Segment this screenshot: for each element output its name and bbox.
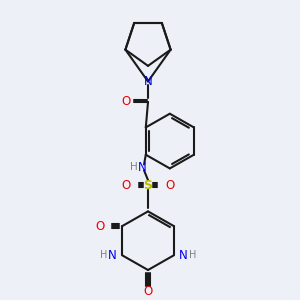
Text: H: H [130,162,138,172]
Text: H: H [189,250,196,260]
Text: O: O [143,285,153,298]
Text: O: O [122,178,131,191]
Text: N: N [144,75,152,88]
Text: N: N [138,161,146,174]
Text: O: O [122,95,131,109]
Text: O: O [96,220,105,232]
Text: S: S [143,178,152,191]
Text: N: N [108,249,117,262]
Text: H: H [100,250,107,260]
Text: O: O [165,178,174,191]
Text: N: N [179,249,188,262]
